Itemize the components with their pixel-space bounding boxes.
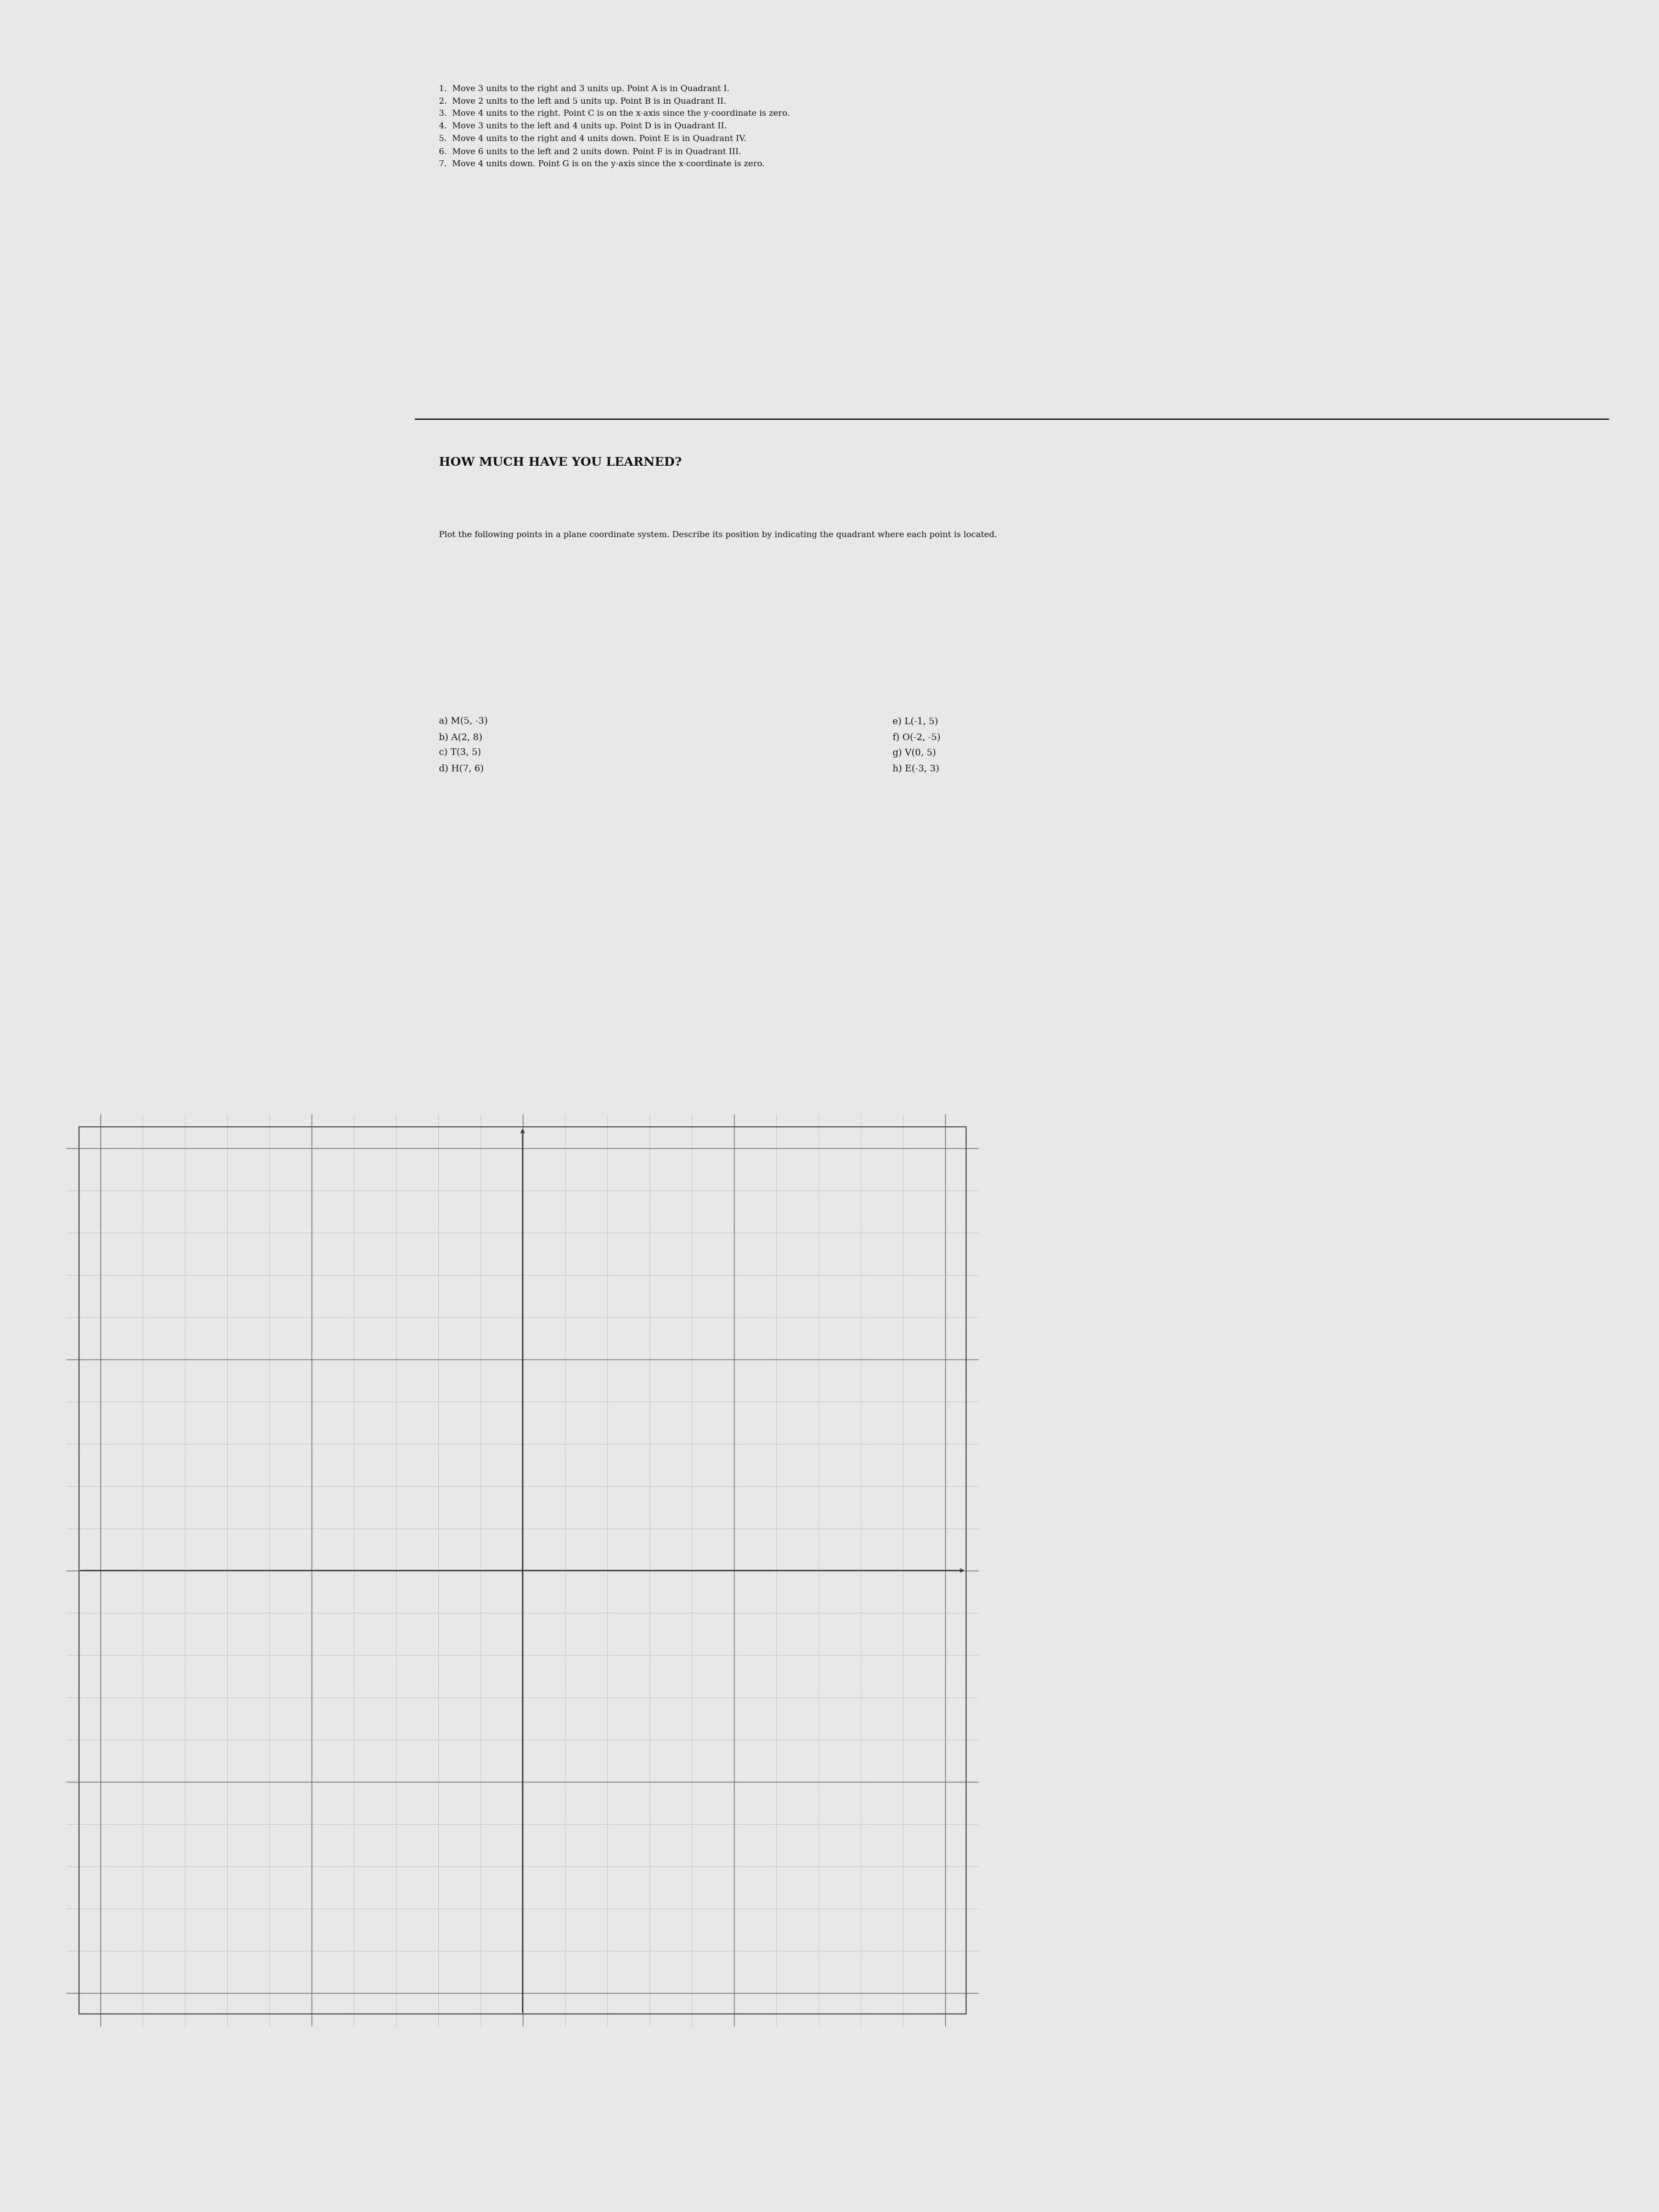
Text: e) L(-1, 5)
f) O(-2, -5)
g) V(0, 5)
h) E(-3, 3): e) L(-1, 5) f) O(-2, -5) g) V(0, 5) h) E… xyxy=(893,717,941,774)
Text: a) M(5, -3)
b) A(2, 8)
c) T(3, 5)
d) H(7, 6): a) M(5, -3) b) A(2, 8) c) T(3, 5) d) H(7… xyxy=(438,717,488,774)
Text: 1.  Move 3 units to the right and 3 units up. Point A is in Quadrant I.
2.  Move: 1. Move 3 units to the right and 3 units… xyxy=(438,84,790,168)
Text: HOW MUCH HAVE YOU LEARNED?: HOW MUCH HAVE YOU LEARNED? xyxy=(438,456,682,469)
Text: Plot the following points in a plane coordinate system. Describe its position by: Plot the following points in a plane coo… xyxy=(438,531,997,538)
